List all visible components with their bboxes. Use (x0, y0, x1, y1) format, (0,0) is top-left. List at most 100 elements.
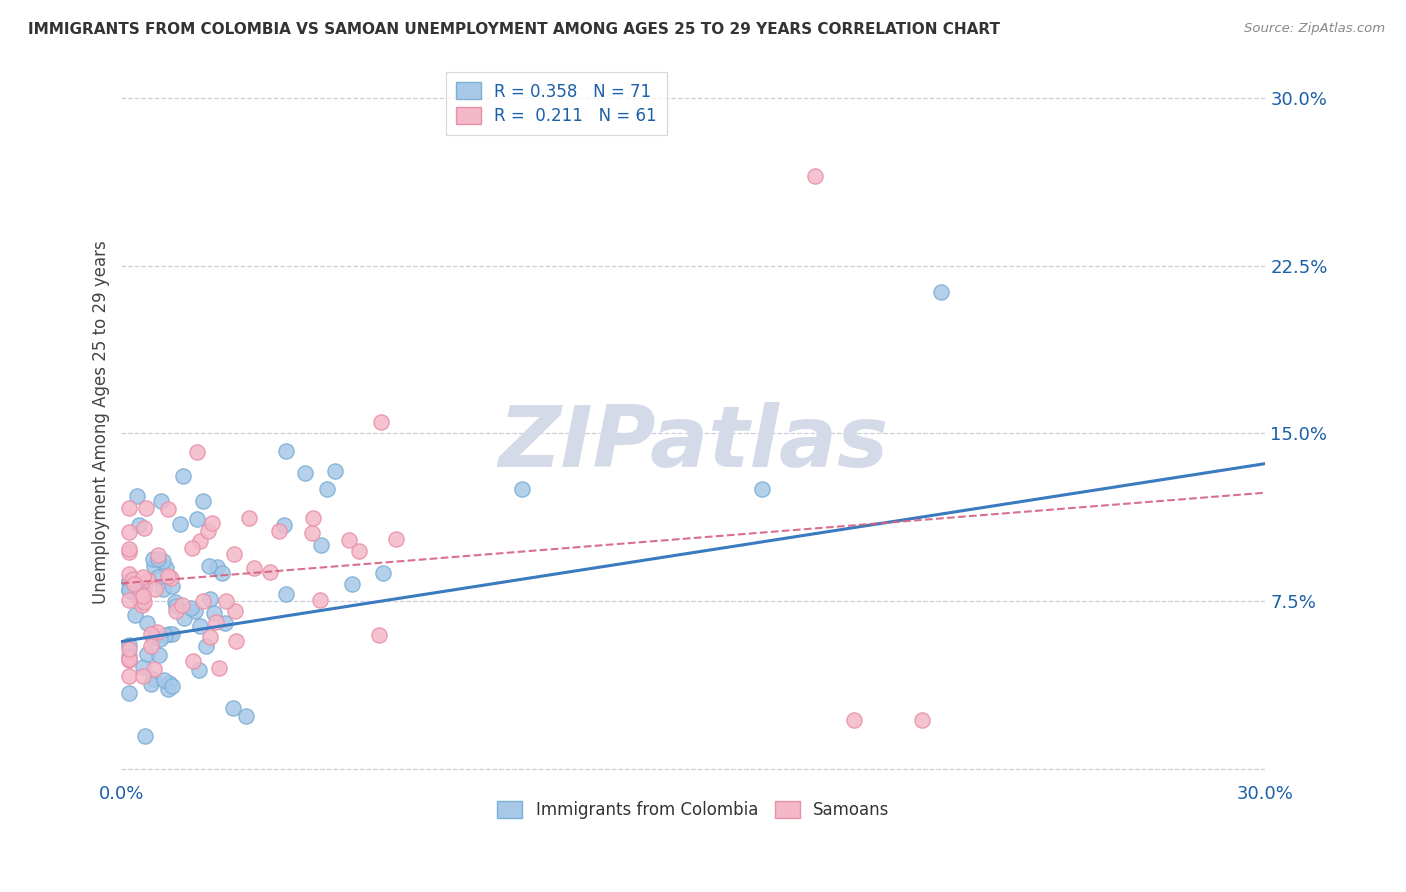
Point (276, 444, 298, 458)
Point (141, 676, 163, 690)
Point (150, 493, 173, 508)
Point (195, 639, 218, 653)
Point (294, 467, 316, 481)
Point (118, 542, 141, 557)
Point (118, 582, 141, 597)
Point (235, 709, 257, 723)
Point (128, 593, 150, 607)
Point (156, 502, 179, 516)
Point (132, 589, 155, 603)
Point (127, 587, 149, 601)
Point (118, 648, 141, 663)
Point (205, 615, 228, 629)
Point (202, 606, 225, 620)
Point (127, 489, 149, 503)
Point (347, 543, 370, 558)
Point (751, 483, 773, 497)
Point (157, 676, 180, 690)
Point (193, 493, 215, 508)
Point (198, 591, 221, 606)
Point (146, 569, 169, 583)
Point (214, 616, 236, 631)
Point (118, 593, 141, 607)
Legend: Immigrants from Colombia, Samoans: Immigrants from Colombia, Samoans (491, 794, 896, 826)
Point (146, 549, 169, 563)
Point (118, 638, 141, 652)
Point (163, 595, 186, 609)
Point (124, 608, 146, 623)
Point (510, 483, 533, 497)
Point (153, 628, 176, 642)
Point (186, 512, 208, 526)
Text: IMMIGRANTS FROM COLOMBIA VS SAMOAN UNEMPLOYMENT AMONG AGES 25 TO 29 YEARS CORREL: IMMIGRANTS FROM COLOMBIA VS SAMOAN UNEMP… (28, 22, 1000, 37)
Point (118, 642, 141, 657)
Point (118, 582, 141, 597)
Point (149, 632, 172, 647)
Point (224, 547, 246, 561)
Point (259, 565, 281, 579)
Point (309, 538, 332, 552)
Point (309, 593, 332, 607)
Point (170, 599, 193, 613)
Point (172, 468, 194, 483)
Point (367, 628, 389, 642)
Point (141, 640, 163, 654)
Point (804, 169, 827, 183)
Point (273, 517, 295, 532)
Point (157, 568, 180, 582)
Y-axis label: Unemployment Among Ages 25 to 29 years: Unemployment Among Ages 25 to 29 years (93, 240, 110, 604)
Point (118, 501, 141, 516)
Point (165, 599, 187, 613)
Point (301, 526, 323, 541)
Point (215, 594, 238, 608)
Point (162, 679, 184, 693)
Point (136, 647, 159, 661)
Point (179, 601, 201, 615)
Point (198, 630, 221, 644)
Point (842, 713, 865, 727)
Point (173, 611, 195, 625)
Point (152, 673, 174, 688)
Point (152, 582, 174, 596)
Point (181, 541, 204, 555)
Point (162, 627, 184, 641)
Point (118, 524, 141, 539)
Text: ZIPatlas: ZIPatlas (498, 402, 889, 485)
Point (132, 570, 155, 584)
Point (188, 533, 211, 548)
Point (181, 654, 204, 668)
Point (135, 500, 157, 515)
Point (118, 685, 141, 699)
Point (931, 285, 953, 300)
Point (142, 631, 165, 645)
Point (373, 566, 395, 581)
Point (132, 582, 155, 597)
Point (188, 618, 211, 632)
Point (301, 510, 323, 524)
Point (211, 566, 233, 581)
Text: Source: ZipAtlas.com: Source: ZipAtlas.com (1244, 22, 1385, 36)
Point (323, 464, 346, 478)
Point (385, 533, 408, 547)
Point (132, 521, 155, 535)
Point (274, 587, 297, 601)
Point (152, 554, 174, 568)
Point (162, 579, 184, 593)
Point (118, 574, 141, 588)
Point (156, 682, 179, 697)
Point (201, 516, 224, 530)
Point (197, 559, 219, 574)
Point (197, 524, 219, 539)
Point (118, 668, 141, 682)
Point (222, 701, 245, 715)
Point (146, 625, 169, 640)
Point (155, 560, 177, 574)
Point (132, 595, 155, 609)
Point (135, 616, 157, 631)
Point (139, 627, 162, 641)
Point (118, 575, 141, 590)
Point (157, 626, 180, 640)
Point (143, 559, 166, 574)
Point (340, 577, 363, 591)
Point (131, 599, 153, 613)
